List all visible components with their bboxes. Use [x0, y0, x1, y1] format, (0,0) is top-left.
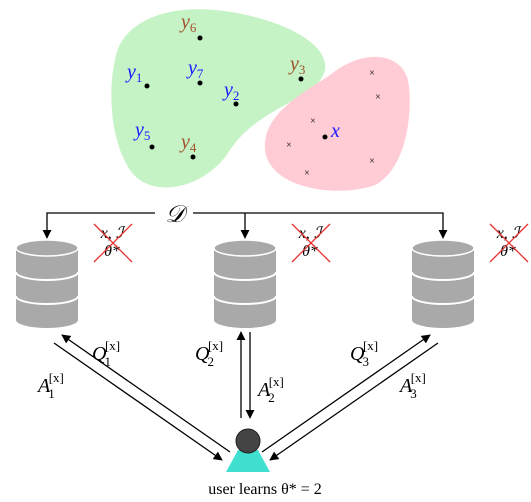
answer-label: A2[x] — [256, 374, 284, 405]
database-part — [412, 248, 474, 328]
point-label: y6 — [179, 11, 197, 35]
database-part — [213, 239, 277, 257]
database-part — [411, 271, 475, 281]
svg-text:×: × — [304, 168, 310, 179]
point-label: y2 — [222, 79, 239, 103]
query-label: Q2[x] — [195, 338, 223, 369]
points — [144, 35, 328, 160]
connector — [193, 212, 448, 239]
database-part — [16, 248, 78, 328]
point-label: y5 — [133, 119, 150, 143]
hidden-label: θ* — [500, 243, 516, 260]
database-part — [15, 271, 79, 281]
crosses: × × × × × × — [286, 68, 381, 179]
answer-label: A1[x] — [36, 370, 64, 401]
source-label: 𝒟 — [165, 202, 189, 228]
hidden-label: x, ℐ — [298, 225, 324, 242]
point-label: y1 — [125, 61, 142, 85]
connector — [42, 212, 155, 239]
svg-text:×: × — [369, 156, 375, 167]
svg-text:×: × — [286, 140, 292, 151]
database-part — [214, 248, 276, 328]
svg-text:×: × — [375, 92, 381, 103]
database-part — [15, 239, 79, 257]
answer-label: A3[x] — [398, 370, 426, 401]
hidden-info: x, ℐ θ* x, ℐ θ* x, ℐ θ* — [93, 223, 529, 263]
point-label: y4 — [179, 131, 197, 155]
arrows — [53, 331, 439, 461]
query-point-label: x — [330, 120, 340, 142]
cluster-pink — [264, 56, 410, 191]
svg-text:×: × — [310, 116, 316, 127]
svg-text:×: × — [369, 68, 375, 79]
database-part — [411, 239, 475, 257]
hidden-label: x, ℐ — [100, 225, 126, 242]
database-part — [15, 295, 79, 305]
hidden-label: θ* — [302, 243, 318, 260]
user-icon — [226, 428, 270, 472]
database-part — [213, 271, 277, 281]
query-label: Q3[x] — [350, 338, 378, 369]
hidden-label: x, ℐ — [496, 225, 522, 242]
database-part — [213, 295, 277, 305]
databases — [15, 239, 475, 328]
cluster-green — [111, 9, 326, 188]
database-part — [411, 295, 475, 305]
point-label: y3 — [288, 53, 305, 77]
query-label: Q1[x] — [92, 338, 120, 369]
caption: user learns θ* = 2 — [208, 481, 322, 498]
point-label: y7 — [186, 57, 204, 81]
hidden-label: θ* — [104, 243, 120, 260]
